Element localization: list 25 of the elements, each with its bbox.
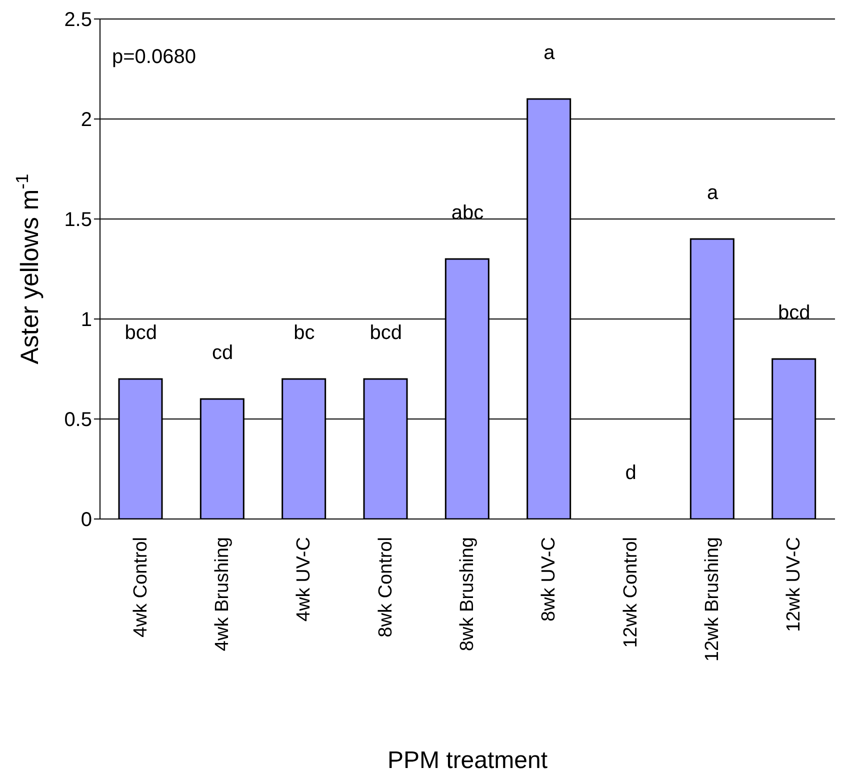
annotation: p=0.0680: [112, 46, 196, 69]
annotation: bcd: [778, 302, 810, 324]
y-tick-label: 2.5: [64, 9, 92, 32]
x-tick-label: 8wk Control: [375, 537, 396, 638]
x-tick-label: 4wk UV-C: [294, 537, 315, 622]
x-tick-label: 12wk Brushing: [702, 537, 723, 662]
annotation: bcd: [370, 322, 402, 344]
annotation: a: [544, 42, 556, 64]
y-tick-label: 0: [80, 509, 92, 532]
x-tick-label: 12wk Control: [620, 537, 642, 648]
x-axis-title: PPM treatment: [387, 747, 548, 774]
annotation: bc: [294, 322, 315, 344]
x-tick-label: 8wk UV-C: [538, 537, 560, 622]
x-tick-label: 4wk Brushing: [212, 537, 233, 652]
x-tick-label: 8wk Brushing: [457, 537, 478, 652]
x-tick-label: 12wk UV-C: [784, 537, 805, 632]
y-tick-label: 1: [80, 309, 92, 332]
annotation: bcd: [124, 322, 157, 344]
y-tick-label: 2: [80, 109, 92, 132]
x-tick-label: 4wk Control: [130, 537, 152, 638]
annotation: a: [706, 182, 719, 204]
y-tick-label: 1.5: [64, 209, 92, 232]
annotation: cd: [212, 342, 234, 364]
annotation: d: [625, 462, 636, 484]
y-tick-label: 0.5: [64, 409, 92, 432]
